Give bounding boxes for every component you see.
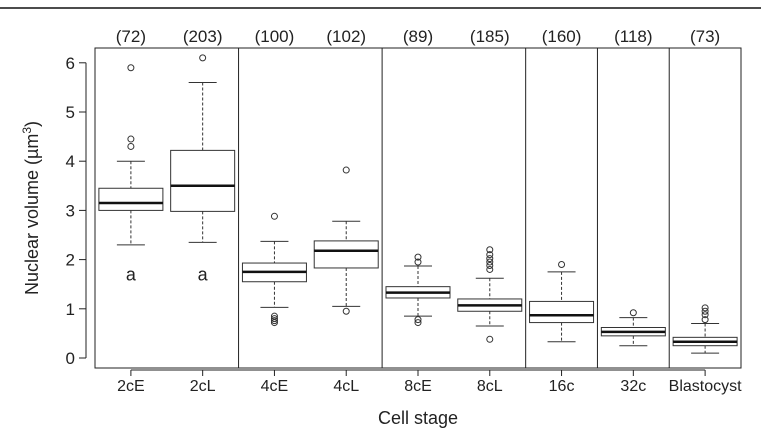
- outlier-point: [701, 311, 709, 319]
- plot-frame: [94, 47, 742, 369]
- outlier-point: [701, 304, 709, 312]
- annotation-label: a: [198, 264, 209, 284]
- iqr-box: [170, 149, 236, 212]
- outlier-point: [414, 258, 422, 266]
- outlier-point: [342, 307, 350, 315]
- y-axis-label-superscript: 3: [20, 127, 34, 134]
- count-label: (160): [542, 27, 582, 46]
- x-tick-label: 32c: [620, 378, 646, 395]
- box-blastocyst: [672, 304, 738, 354]
- box-2ce: [98, 64, 164, 246]
- y-axis-label-close: ): [22, 121, 42, 127]
- box-16c: [529, 261, 595, 343]
- box-4ce: [241, 212, 307, 327]
- outlier-point: [414, 253, 422, 261]
- count-label: (72): [116, 27, 146, 46]
- count-label: (73): [690, 27, 720, 46]
- count-label: (89): [403, 27, 433, 46]
- outlier-point: [486, 335, 494, 343]
- y-tick-label: 0: [66, 349, 75, 368]
- iqr-box: [313, 240, 379, 269]
- x-tick-label: 4cL: [333, 378, 359, 395]
- outlier-point: [342, 166, 350, 174]
- x-tick-label: 16c: [549, 378, 575, 395]
- count-label: (118): [614, 27, 652, 46]
- y-tick-label: 3: [66, 201, 75, 220]
- annotation-label: a: [126, 264, 137, 284]
- x-tick-label: 8cE: [404, 378, 432, 395]
- iqr-box: [529, 300, 595, 324]
- x-tick-label: Blastocyst: [669, 378, 742, 395]
- outlier-point: [199, 54, 207, 62]
- y-axis-label-main: Nuclear volume (µm: [22, 134, 42, 295]
- y-tick-label: 5: [66, 103, 75, 122]
- x-tick-label: 4cE: [261, 378, 289, 395]
- x-axis: 2cE 2cL 4cE 4cL 8cE 8cL 16c 32c Blastocyst: [117, 369, 742, 395]
- outlier-point: [558, 261, 566, 269]
- outlier-point: [486, 246, 494, 254]
- outlier-point: [414, 316, 422, 324]
- outlier-point: [486, 265, 494, 273]
- outlier-point: [270, 317, 278, 325]
- x-tick-label: 8cL: [477, 378, 503, 395]
- y-tick-label: 1: [66, 300, 75, 319]
- outlier-point: [270, 315, 278, 323]
- outlier-point: [127, 64, 135, 72]
- count-label: (100): [255, 27, 295, 46]
- outlier-point: [629, 309, 637, 317]
- group-separators: [238, 48, 670, 368]
- count-label: (185): [470, 27, 510, 46]
- outlier-point: [486, 262, 494, 270]
- outlier-point: [701, 316, 709, 324]
- y-tick-label: 6: [66, 54, 75, 73]
- x-axis-label: Cell stage: [378, 408, 458, 428]
- outlier-point: [701, 307, 709, 315]
- y-axis: 0 1 2 3 4 5 6: [66, 54, 87, 368]
- outlier-point: [486, 251, 494, 259]
- outlier-point: [414, 319, 422, 327]
- box-8cl: [457, 246, 523, 343]
- box-series: [98, 54, 738, 354]
- box-8ce: [385, 253, 451, 327]
- box-4cl: [313, 166, 379, 315]
- outlier-point: [127, 135, 135, 143]
- iqr-box: [98, 187, 164, 211]
- count-label: (102): [326, 27, 366, 46]
- y-axis-label: Nuclear volume (µm3): [20, 121, 42, 295]
- outlier-point: [486, 255, 494, 263]
- sample-counts: (72) (203) (100) (102) (89) (185) (160) (118) (7…: [116, 27, 720, 46]
- y-tick-label: 2: [66, 251, 75, 270]
- box-32c: [600, 309, 666, 347]
- outlier-point: [270, 312, 278, 320]
- outlier-point: [127, 142, 135, 150]
- y-tick-label: 4: [66, 152, 75, 171]
- outlier-point: [486, 258, 494, 266]
- count-label: (203): [183, 27, 223, 46]
- outlier-point: [270, 212, 278, 220]
- box-2cl: [170, 54, 236, 243]
- x-tick-label: 2cL: [190, 378, 216, 395]
- x-tick-label: 2cE: [117, 378, 145, 395]
